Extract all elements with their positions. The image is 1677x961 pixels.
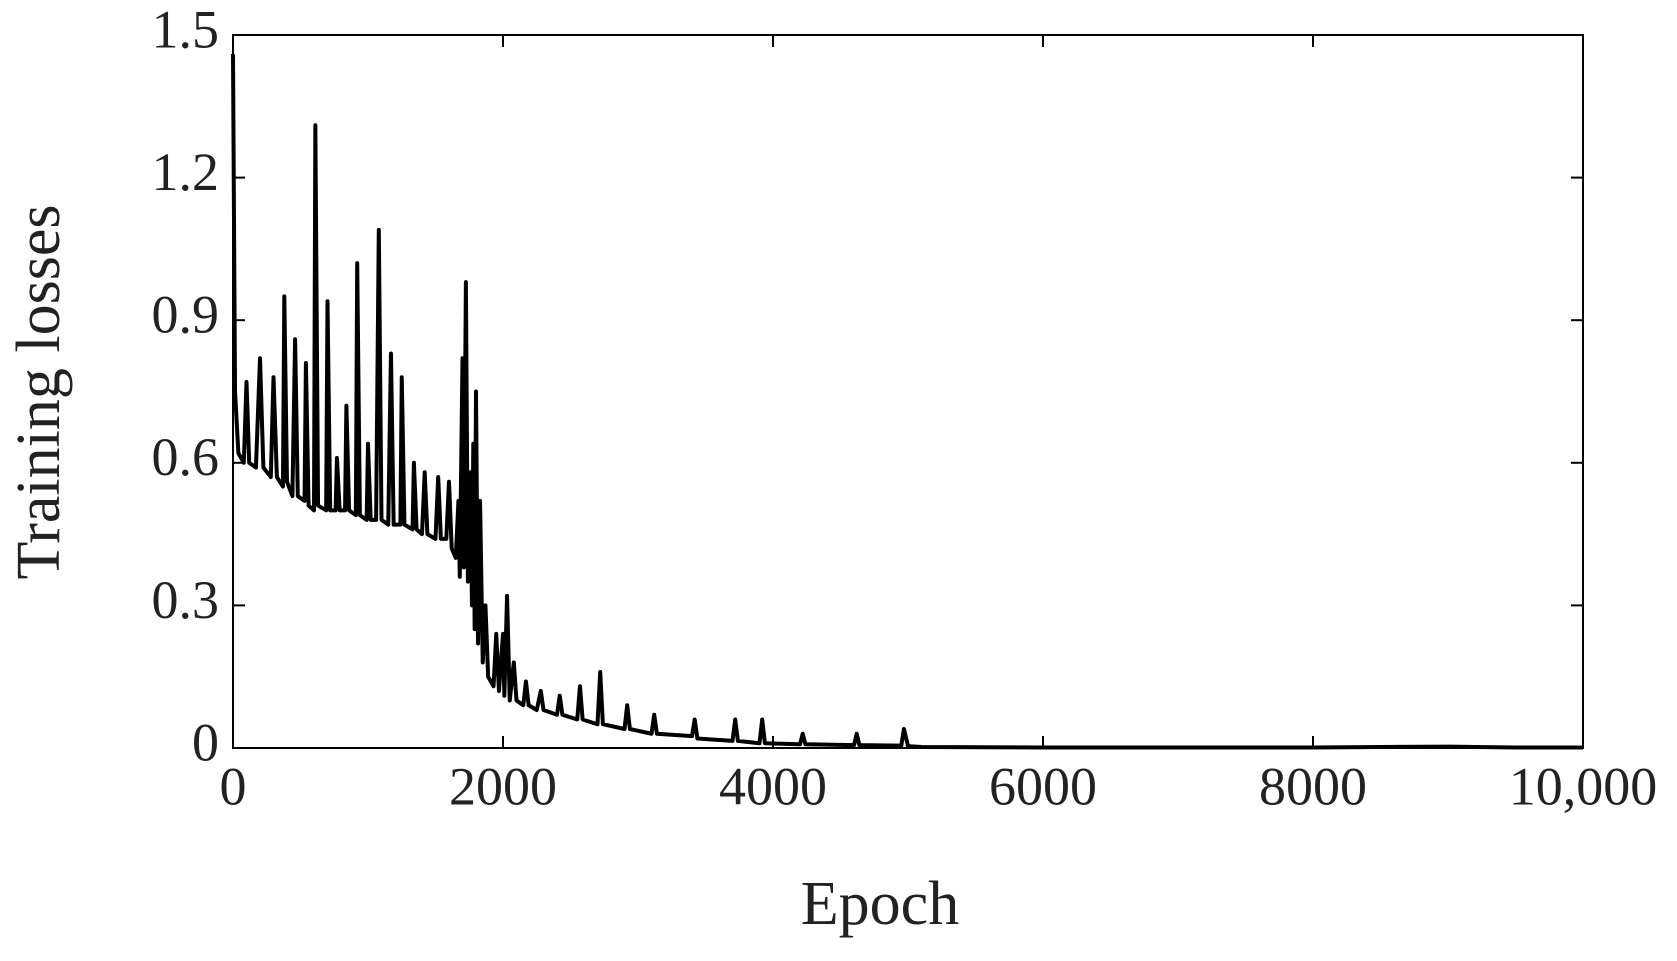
x-tick-label: 0 xyxy=(220,756,247,816)
y-tick-label: 0.6 xyxy=(152,427,220,487)
y-axis-label: Training losses xyxy=(5,205,73,580)
x-tick-label: 8000 xyxy=(1259,756,1367,816)
loss-line xyxy=(231,53,1583,750)
x-tick-label: 4000 xyxy=(719,756,827,816)
x-tick-label: 2000 xyxy=(449,756,557,816)
x-axis-label: Epoch xyxy=(801,870,959,938)
plot-frame xyxy=(232,34,1584,749)
y-tick-label: 1.5 xyxy=(152,0,220,59)
y-tick-label: 0 xyxy=(192,712,219,772)
x-tick-label: 10,000 xyxy=(1509,756,1658,816)
y-tick-label: 0.9 xyxy=(152,285,220,345)
y-tick-label: 1.2 xyxy=(152,142,220,202)
x-tick-label: 6000 xyxy=(989,756,1097,816)
y-tick-label: 0.3 xyxy=(152,570,220,630)
